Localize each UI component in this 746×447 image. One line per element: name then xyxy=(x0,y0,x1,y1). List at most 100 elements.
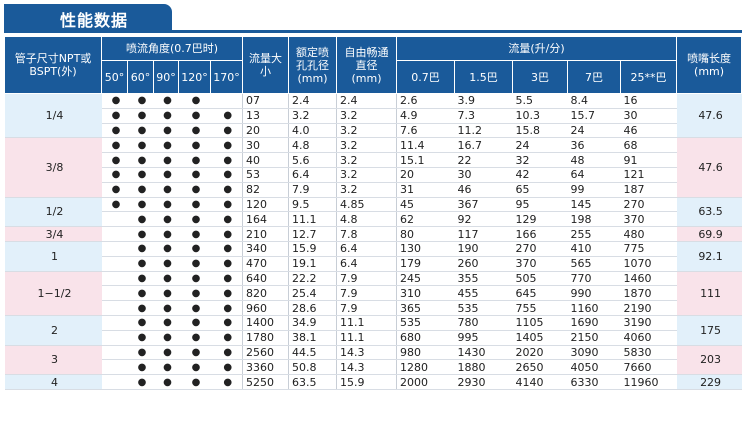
capacity-size-cell: 820 xyxy=(242,285,289,302)
tip-length-cell: 69.9 xyxy=(676,226,742,242)
table-header: 管子尺寸NPT或BSPT(外) 喷流角度(0.7巴时) 流量大小 额定喷孔孔径(… xyxy=(4,36,743,94)
angle-cell: ● xyxy=(210,300,243,316)
flow-cell: 255 xyxy=(567,226,621,242)
angle-cell: ● xyxy=(127,93,154,109)
flow-cell: 455 xyxy=(454,285,513,302)
angle-cell: ● xyxy=(178,123,211,139)
table-row: ● ● ● ● 3360 50.8 14.3 1280 1880 2650 4050 7660 xyxy=(5,359,742,376)
table-row: ● ● ● ● ● 82 7.9 3.2 31 46 65 99 187 xyxy=(5,182,742,198)
orifice-cell: 3.2 xyxy=(288,108,337,124)
flow-cell: 270 xyxy=(620,197,677,213)
flow-cell: 8.4 xyxy=(567,93,621,109)
flow-cell: 2930 xyxy=(454,374,513,390)
free-passage-cell: 4.8 xyxy=(336,211,397,228)
angle-cell xyxy=(101,374,128,390)
angle-cell: ● xyxy=(101,123,128,139)
flow-cell: 80 xyxy=(396,226,455,242)
angle-cell: ● xyxy=(153,271,179,287)
flow-cell: 32 xyxy=(512,152,568,168)
orifice-cell: 50.8 xyxy=(288,359,337,376)
angle-cell: ● xyxy=(101,152,128,168)
flow-cell: 1880 xyxy=(454,359,513,376)
header-pressure: 25**巴 xyxy=(620,60,678,94)
flow-cell: 990 xyxy=(567,285,621,302)
flow-cell: 5830 xyxy=(620,345,677,361)
flow-cell: 145 xyxy=(567,197,621,213)
table-row: 2 ● ● ● ● 1400 34.9 11.1 535 780 1105 1690 3190 175 xyxy=(4,315,742,346)
capacity-size-cell: 1780 xyxy=(242,330,289,346)
flow-cell: 5.5 xyxy=(512,93,568,109)
flow-cell: 7.6 xyxy=(396,123,455,139)
flow-cell: 780 xyxy=(454,315,513,331)
angle-cell: ● xyxy=(127,330,154,346)
capacity-size-cell: 340 xyxy=(242,241,289,257)
table-row: ● ● ● ● ● 13 3.2 3.2 4.9 7.3 10.3 15.7 30 xyxy=(5,108,742,124)
flow-cell: 36 xyxy=(567,137,621,154)
orifice-cell: 25.4 xyxy=(288,285,337,302)
free-passage-cell: 6.4 xyxy=(336,256,397,272)
tip-length-cell: 47.6 xyxy=(676,137,742,198)
tip-length-cell: 47.6 xyxy=(676,93,742,139)
angle-cell: ● xyxy=(101,197,128,213)
orifice-cell: 4.8 xyxy=(288,137,337,154)
flow-cell: 370 xyxy=(512,256,568,272)
angle-cell: ● xyxy=(178,93,211,109)
angle-cell: ● xyxy=(127,271,154,287)
angle-cell: ● xyxy=(178,167,211,183)
header-capacity-size: 流量大小 xyxy=(242,36,290,94)
free-passage-cell: 7.9 xyxy=(336,271,397,287)
angle-cell: ● xyxy=(210,167,243,183)
free-passage-cell: 3.2 xyxy=(336,182,397,198)
orifice-cell: 2.4 xyxy=(288,93,337,109)
flow-cell: 166 xyxy=(512,226,568,242)
orifice-cell: 38.1 xyxy=(288,330,337,346)
angle-cell: ● xyxy=(178,241,211,257)
free-passage-cell: 15.9 xyxy=(336,374,397,390)
tip-length-cell: 92.1 xyxy=(676,241,742,272)
table-row: ● ● ● ● 1780 38.1 11.1 680 995 1405 2150 4060 xyxy=(5,330,742,346)
angle-cell: ● xyxy=(101,167,128,183)
flow-cell: 11.2 xyxy=(454,123,513,139)
flow-cell: 2650 xyxy=(512,359,568,376)
angle-cell: ● xyxy=(101,108,128,124)
angle-cell: ● xyxy=(210,108,243,124)
angle-cell xyxy=(101,241,128,257)
pipe-size-cell: 3/4 xyxy=(4,226,102,242)
flow-cell: 65 xyxy=(512,182,568,198)
capacity-size-cell: 30 xyxy=(242,137,289,154)
free-passage-cell: 7.8 xyxy=(336,226,397,242)
flow-cell: 11960 xyxy=(620,374,677,390)
capacity-size-cell: 640 xyxy=(242,271,289,287)
performance-table: 管子尺寸NPT或BSPT(外) 喷流角度(0.7巴时) 流量大小 额定喷孔孔径(… xyxy=(4,36,743,390)
free-passage-cell: 3.2 xyxy=(336,152,397,168)
free-passage-cell: 6.4 xyxy=(336,241,397,257)
angle-cell xyxy=(101,271,128,287)
angle-cell: ● xyxy=(127,374,154,390)
orifice-cell: 6.4 xyxy=(288,167,337,183)
angle-cell: ● xyxy=(153,315,179,331)
flow-cell: 68 xyxy=(620,137,677,154)
flow-cell: 1460 xyxy=(620,271,677,287)
table-row: ● ● ● ● 960 28.6 7.9 365 535 755 1160 2190 xyxy=(5,300,742,316)
angle-cell: ● xyxy=(101,93,128,109)
angle-cell: ● xyxy=(127,108,154,124)
flow-cell: 1105 xyxy=(512,315,568,331)
header-pressure: 0.7巴 xyxy=(396,60,456,94)
orifice-cell: 15.9 xyxy=(288,241,337,257)
flow-cell: 245 xyxy=(396,271,455,287)
free-passage-cell: 3.2 xyxy=(336,167,397,183)
capacity-size-cell: 1400 xyxy=(242,315,289,331)
flow-cell: 15.8 xyxy=(512,123,568,139)
free-passage-cell: 11.1 xyxy=(336,330,397,346)
angle-cell: ● xyxy=(210,226,243,242)
flow-cell: 2150 xyxy=(567,330,621,346)
flow-cell: 3.9 xyxy=(454,93,513,109)
header-pressure: 7巴 xyxy=(567,60,622,94)
capacity-size-cell: 13 xyxy=(242,108,289,124)
angle-cell: ● xyxy=(153,167,179,183)
header-size: 管子尺寸NPT或BSPT(外) xyxy=(4,36,102,94)
angle-cell: ● xyxy=(210,330,243,346)
free-passage-cell: 7.9 xyxy=(336,285,397,302)
angle-cell: ● xyxy=(153,256,179,272)
angle-cell: ● xyxy=(210,315,243,331)
